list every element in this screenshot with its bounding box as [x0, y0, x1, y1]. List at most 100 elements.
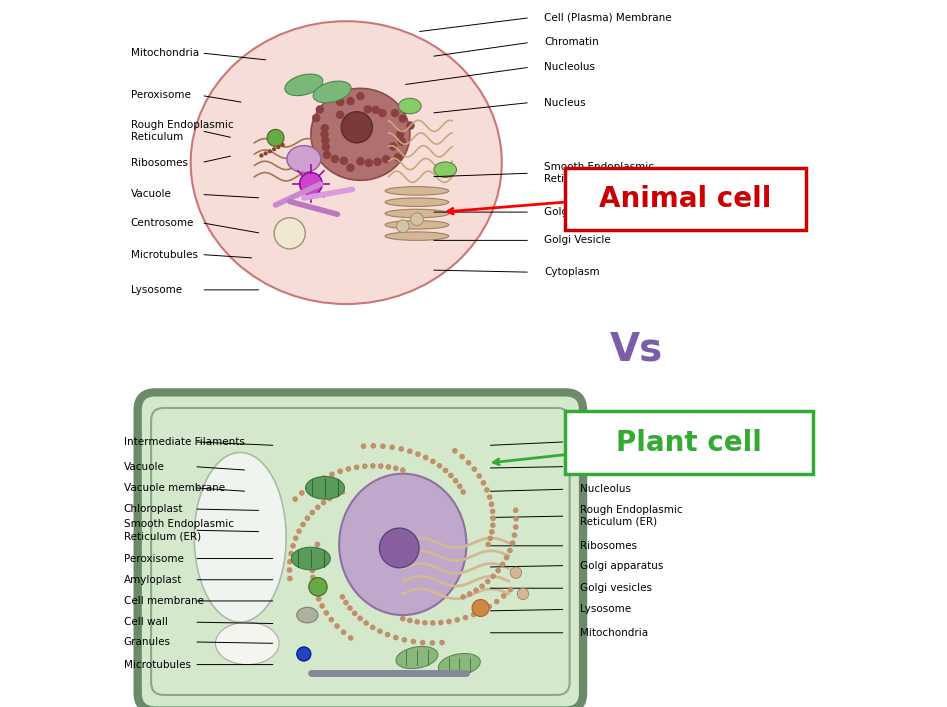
- Circle shape: [322, 143, 331, 151]
- Circle shape: [309, 578, 327, 596]
- Circle shape: [453, 478, 458, 484]
- Text: Ribosomes: Ribosomes: [580, 541, 636, 551]
- Ellipse shape: [396, 646, 438, 669]
- Circle shape: [474, 588, 479, 593]
- Text: Vs: Vs: [610, 331, 663, 369]
- Text: Cell wall: Cell wall: [123, 617, 168, 627]
- Circle shape: [479, 608, 484, 614]
- Circle shape: [429, 640, 435, 645]
- Ellipse shape: [385, 221, 449, 229]
- Circle shape: [476, 473, 482, 479]
- Circle shape: [507, 548, 512, 554]
- Circle shape: [385, 464, 391, 469]
- Circle shape: [415, 451, 420, 457]
- Circle shape: [287, 575, 293, 581]
- Text: Rough Endoplasmic
Reticulum (ER): Rough Endoplasmic Reticulum (ER): [580, 506, 682, 527]
- Circle shape: [357, 616, 363, 621]
- Circle shape: [296, 528, 302, 534]
- Circle shape: [430, 620, 436, 626]
- Circle shape: [287, 567, 293, 573]
- Ellipse shape: [399, 98, 421, 114]
- Circle shape: [371, 105, 380, 114]
- Text: Ribosomes: Ribosomes: [131, 158, 188, 168]
- Circle shape: [460, 489, 466, 495]
- Circle shape: [310, 568, 315, 573]
- Circle shape: [400, 616, 405, 621]
- Circle shape: [346, 466, 351, 472]
- Circle shape: [513, 525, 519, 530]
- Text: Cell (Plasma) Membrane: Cell (Plasma) Membrane: [545, 13, 671, 23]
- Circle shape: [415, 619, 420, 625]
- Ellipse shape: [287, 146, 321, 173]
- Circle shape: [485, 579, 491, 585]
- Circle shape: [488, 535, 493, 541]
- Text: Peroxisome: Peroxisome: [123, 554, 184, 563]
- Circle shape: [293, 535, 298, 541]
- Circle shape: [377, 629, 383, 634]
- Circle shape: [473, 600, 489, 617]
- Ellipse shape: [306, 477, 345, 499]
- Ellipse shape: [438, 653, 480, 676]
- Ellipse shape: [216, 622, 279, 665]
- Circle shape: [268, 149, 272, 153]
- Circle shape: [348, 635, 353, 641]
- Circle shape: [391, 109, 400, 117]
- Circle shape: [479, 583, 485, 589]
- Circle shape: [455, 617, 460, 623]
- Circle shape: [378, 463, 384, 469]
- Circle shape: [305, 515, 311, 521]
- Circle shape: [380, 443, 385, 449]
- Circle shape: [393, 635, 399, 641]
- Circle shape: [373, 158, 382, 166]
- Circle shape: [299, 490, 305, 496]
- Circle shape: [459, 454, 465, 460]
- Circle shape: [487, 604, 492, 609]
- Circle shape: [330, 472, 335, 477]
- Circle shape: [287, 559, 293, 564]
- Circle shape: [313, 479, 319, 485]
- Ellipse shape: [285, 74, 323, 95]
- Circle shape: [399, 446, 404, 452]
- Text: Vacuole: Vacuole: [123, 462, 165, 472]
- Circle shape: [311, 554, 316, 560]
- Text: Nucleolus: Nucleolus: [545, 62, 596, 72]
- Circle shape: [462, 614, 468, 620]
- Text: Golgi Vesicle: Golgi Vesicle: [545, 235, 611, 245]
- Circle shape: [356, 157, 365, 165]
- Circle shape: [370, 624, 376, 630]
- Circle shape: [399, 115, 407, 123]
- Circle shape: [394, 153, 402, 162]
- Text: Cell membrane: Cell membrane: [123, 596, 204, 606]
- Circle shape: [274, 218, 305, 249]
- Circle shape: [296, 647, 311, 661]
- Circle shape: [406, 122, 415, 130]
- Circle shape: [423, 455, 429, 460]
- Ellipse shape: [296, 607, 318, 623]
- Circle shape: [354, 464, 360, 470]
- Circle shape: [420, 640, 425, 645]
- Circle shape: [310, 575, 315, 580]
- Circle shape: [348, 605, 353, 611]
- Text: Smooth Endoplasmic
Reticulum: Smooth Endoplasmic Reticulum: [545, 163, 654, 184]
- Circle shape: [341, 112, 372, 143]
- Text: Chloroplast: Chloroplast: [123, 504, 183, 514]
- Circle shape: [460, 594, 466, 600]
- Circle shape: [352, 610, 358, 616]
- Circle shape: [442, 467, 448, 473]
- Text: Nucleolus: Nucleolus: [580, 484, 631, 494]
- Circle shape: [362, 463, 367, 469]
- Circle shape: [481, 480, 487, 486]
- Circle shape: [438, 620, 443, 626]
- Circle shape: [259, 153, 263, 158]
- Circle shape: [288, 551, 294, 556]
- Circle shape: [314, 542, 320, 547]
- Text: Nucleus: Nucleus: [545, 98, 586, 107]
- Text: Granules: Granules: [123, 637, 170, 647]
- Circle shape: [407, 618, 413, 624]
- Text: Vacuole: Vacuole: [131, 189, 171, 199]
- Text: Vacuole membrane: Vacuole membrane: [123, 483, 224, 493]
- Circle shape: [321, 124, 329, 132]
- Circle shape: [361, 443, 366, 449]
- Circle shape: [513, 508, 519, 513]
- Circle shape: [504, 555, 509, 561]
